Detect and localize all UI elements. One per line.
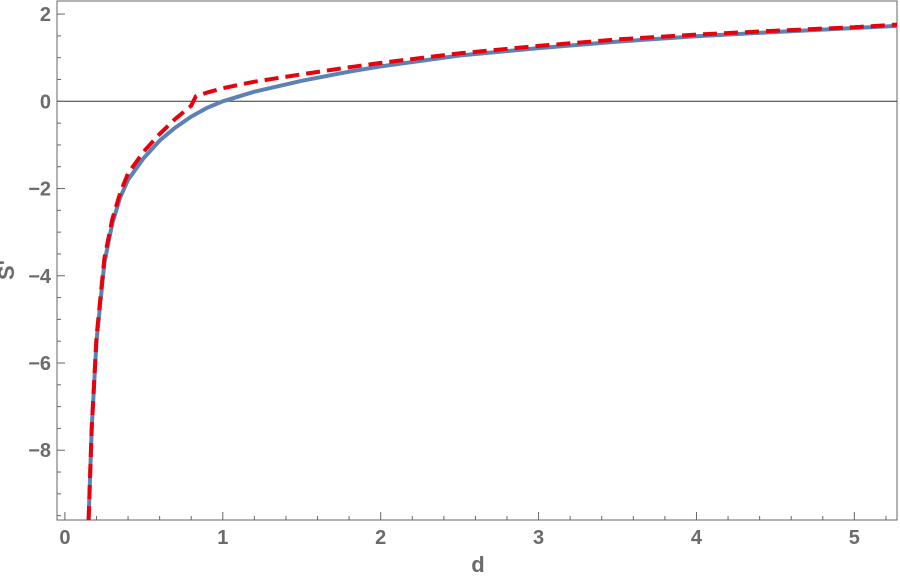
ticks-group: 0 1 2 3 4 5 2 0 −2 −4 −6 −8 xyxy=(28,4,887,549)
x-tick-label: 4 xyxy=(691,527,703,549)
x-axis-title: d xyxy=(471,552,484,577)
y-tick-label: 2 xyxy=(40,4,51,26)
x-tick-label: 2 xyxy=(375,527,386,549)
y-tick-label: 0 xyxy=(40,91,51,113)
y-tick-label: −2 xyxy=(28,179,51,201)
series-line-solid xyxy=(86,23,898,521)
series-line-dashed xyxy=(86,22,898,521)
y-axis-title: S' xyxy=(0,260,19,280)
x-tick-label: 0 xyxy=(59,527,70,549)
y-tick-label: −8 xyxy=(28,440,51,462)
y-tick-label: −4 xyxy=(28,266,52,288)
plot-frame xyxy=(56,0,898,521)
x-tick-label: 3 xyxy=(533,527,544,549)
y-tick-label: −6 xyxy=(28,353,51,375)
x-tick-label: 5 xyxy=(849,527,860,549)
x-tick-label: 1 xyxy=(217,527,228,549)
series-group xyxy=(86,22,898,521)
